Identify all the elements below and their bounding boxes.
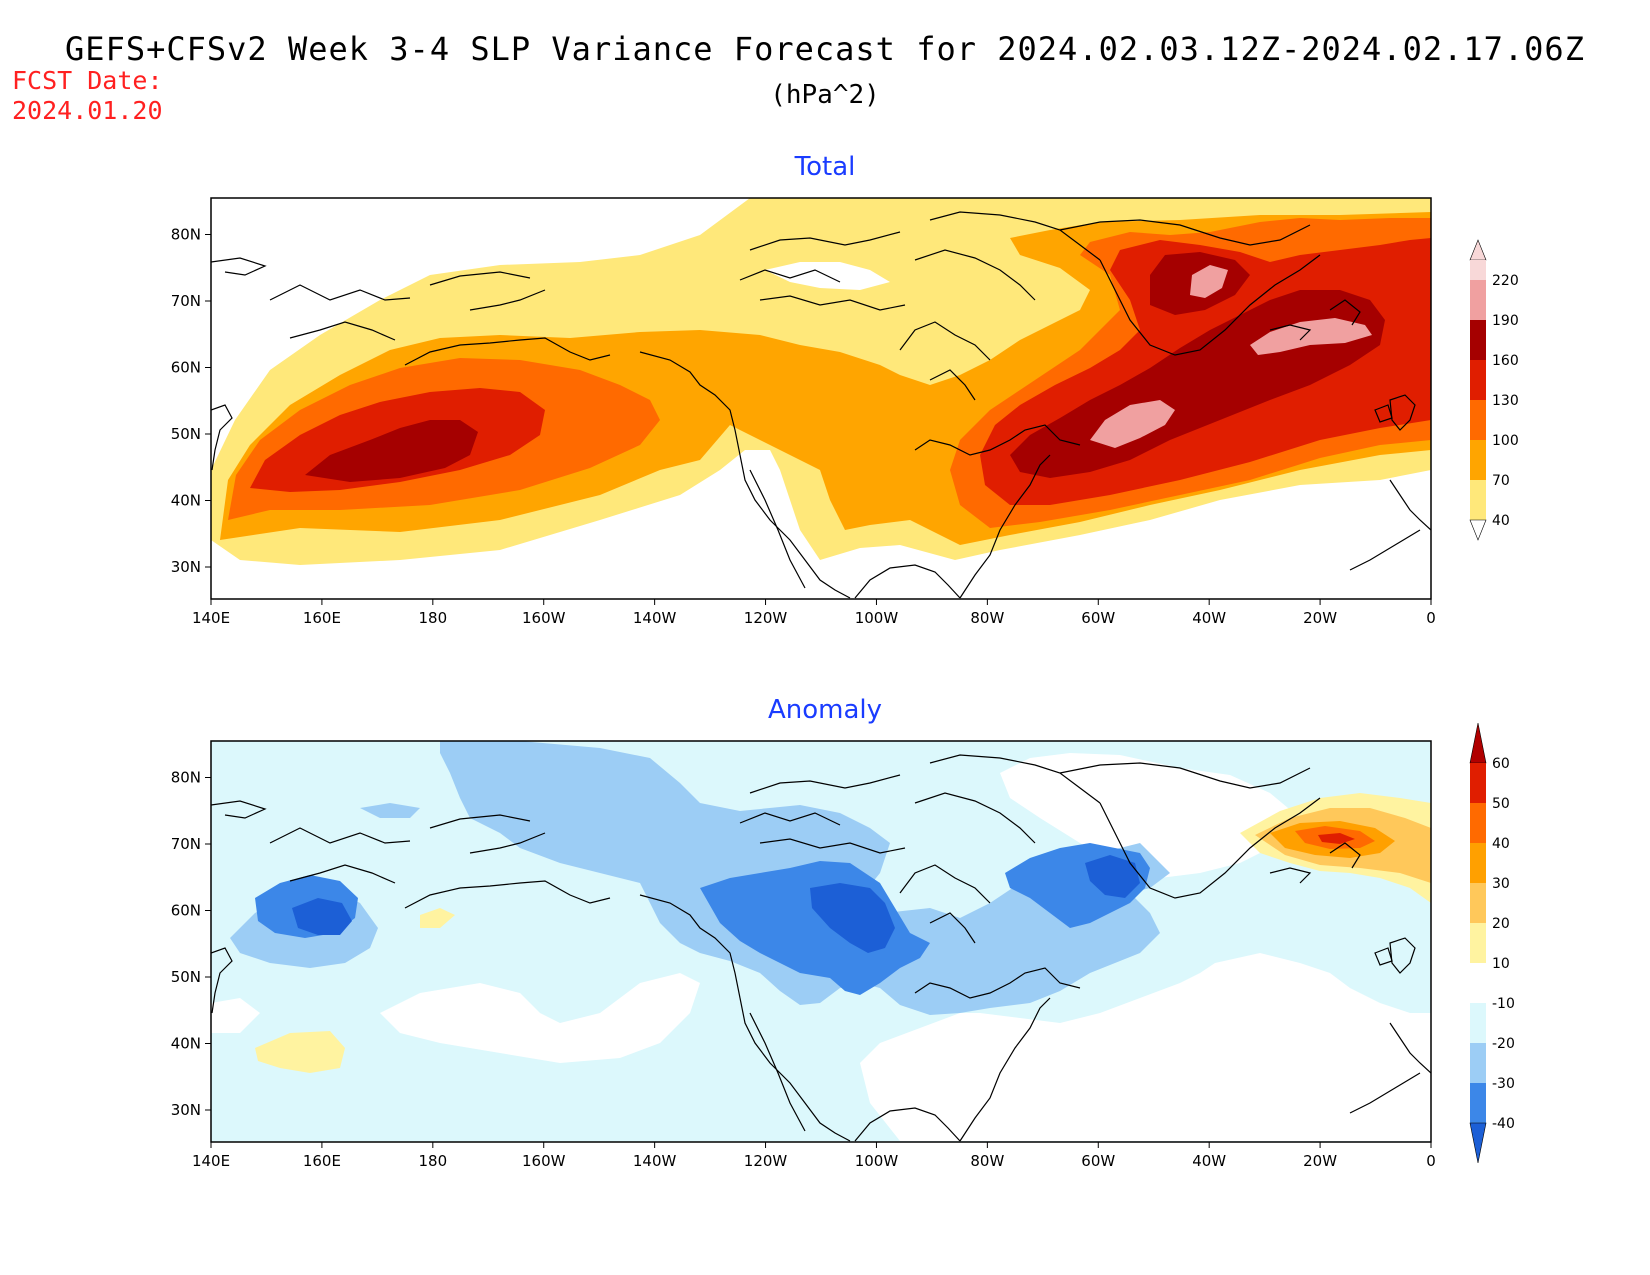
colorbar-tick-label: 30 [1492, 876, 1510, 892]
lon-tick-label: 160W [522, 609, 566, 627]
lat-tick-label: 80N [171, 769, 201, 787]
anomaly-map [211, 741, 1431, 1142]
colorbar-swatch [1470, 763, 1486, 803]
colorbar-swatch [1470, 260, 1486, 280]
total-map-frame [210, 197, 1432, 600]
anomaly-positive-50 [1318, 833, 1355, 844]
colorbar-tick-label: -10 [1492, 996, 1515, 1012]
colorbar-swatch [1470, 480, 1486, 520]
lon-tick-label: 60W [1081, 609, 1115, 627]
total-map [211, 198, 1431, 599]
colorbar-tick-label: 130 [1492, 393, 1519, 409]
lat-tick-label: 40N [171, 1035, 201, 1053]
colorbar-swatch [1470, 1083, 1486, 1123]
lat-tick-label: 30N [171, 1101, 201, 1119]
colorbar-tick-label: 20 [1492, 916, 1510, 932]
total-contour-190 [1090, 265, 1372, 448]
lon-tick-label: 80W [970, 609, 1004, 627]
lon-tick-label: 0 [1426, 609, 1436, 627]
colorbar-swatch [1470, 400, 1486, 440]
forecast-date-value: 2024.01.20 [12, 96, 163, 125]
lon-tick-label: 120W [744, 1152, 788, 1170]
lat-tick-label: 70N [171, 292, 201, 310]
anomaly-panel-title: Anomaly [767, 695, 883, 725]
colorbar-top-arrow [1469, 722, 1487, 764]
anomaly-zero-band [380, 973, 700, 1063]
colorbar-swatch [1470, 803, 1486, 843]
colorbar-tick-label: 40 [1492, 836, 1510, 852]
colorbar-tick-label: 50 [1492, 796, 1510, 812]
main-title: GEFS+CFSv2 Week 3-4 SLP Variance Forecas… [65, 30, 1585, 68]
colorbar-tick-label: 10 [1492, 956, 1510, 972]
lon-tick-label: 100W [855, 1152, 899, 1170]
colorbar-bottom-arrow [1469, 1122, 1487, 1164]
lon-tick-label: 80W [970, 1152, 1004, 1170]
colorbar-tick-label: 220 [1492, 273, 1519, 289]
lon-tick-label: 0 [1426, 1152, 1436, 1170]
lon-tick-label: 40W [1192, 609, 1226, 627]
lon-tick-label: 160E [303, 1152, 341, 1170]
lon-tick-label: 140W [633, 1152, 677, 1170]
lon-tick-label: 140W [633, 609, 677, 627]
colorbar-swatch [1470, 440, 1486, 480]
colorbar-swatch [1470, 280, 1486, 320]
colorbar-swatch [1470, 1003, 1486, 1043]
total-panel-title: Total [794, 152, 856, 182]
colorbar-tick-label: -40 [1492, 1116, 1515, 1132]
total-colorbar: 40 70 100 130 160 190 220 [1469, 239, 1519, 541]
anomaly-colorbar: -40 -30 -20 -10 10 20 30 40 50 60 [1469, 722, 1515, 1164]
lat-tick-label: 40N [171, 492, 201, 510]
lon-tick-label: 20W [1303, 1152, 1337, 1170]
colorbar-swatch [1470, 843, 1486, 883]
colorbar-tick-label: 100 [1492, 433, 1519, 449]
colorbar-tick-label: 70 [1492, 473, 1510, 489]
lat-tick-label: 50N [171, 968, 201, 986]
colorbar-tick-label: 40 [1492, 513, 1510, 529]
anomaly-map-frame [210, 740, 1432, 1143]
lon-tick-label: 120W [744, 609, 788, 627]
colorbar-tick-label: 60 [1492, 756, 1510, 772]
lon-tick-label: 180 [418, 1152, 447, 1170]
colorbar-tick-label: 160 [1492, 353, 1519, 369]
lon-tick-label: 180 [418, 609, 447, 627]
colorbar-top-arrow [1469, 239, 1487, 261]
anomaly-axes: 140E 160E 180 160W 140W 120W 100W 80W 60W 40W 20W 0… [171, 769, 1436, 1171]
colorbar-swatch [1470, 923, 1486, 963]
lat-tick-label: 60N [171, 359, 201, 377]
forecast-date: FCST Date: 2024.01.20 [12, 66, 163, 126]
colorbar-swatch [1470, 320, 1486, 360]
colorbar-swatch [1470, 883, 1486, 923]
anomaly-zero-band [211, 998, 260, 1033]
lat-tick-label: 70N [171, 835, 201, 853]
colorbar-bottom-arrow [1469, 519, 1487, 541]
lat-tick-label: 30N [171, 558, 201, 576]
anomaly-contour-minus30 [255, 843, 1150, 995]
lon-tick-label: 100W [855, 609, 899, 627]
lon-tick-label: 140E [192, 1152, 230, 1170]
lat-tick-label: 50N [171, 425, 201, 443]
lon-tick-label: 160W [522, 1152, 566, 1170]
lon-tick-label: 40W [1192, 1152, 1226, 1170]
total-axes: 140E 160E 180 160W 140W 120W 100W 80W 60W 40W 20W 0… [171, 226, 1436, 628]
lon-tick-label: 140E [192, 609, 230, 627]
lat-tick-label: 80N [171, 226, 201, 244]
colorbar-tick-label: -30 [1492, 1076, 1515, 1092]
anomaly-zero-band [860, 953, 1431, 1141]
forecast-date-label: FCST Date: [12, 66, 163, 95]
lon-tick-label: 160E [303, 609, 341, 627]
anomaly-contour-minus20 [360, 803, 420, 818]
colorbar-tick-label: 190 [1492, 313, 1519, 329]
colorbar-swatch [1470, 963, 1486, 1003]
colorbar-tick-label: -20 [1492, 1036, 1515, 1052]
colorbar-swatch [1470, 1043, 1486, 1083]
lat-tick-label: 60N [171, 902, 201, 920]
lon-tick-label: 20W [1303, 609, 1337, 627]
lon-tick-label: 60W [1081, 1152, 1115, 1170]
colorbar-swatch [1470, 360, 1486, 400]
units-label: (hPa^2) [770, 80, 880, 110]
